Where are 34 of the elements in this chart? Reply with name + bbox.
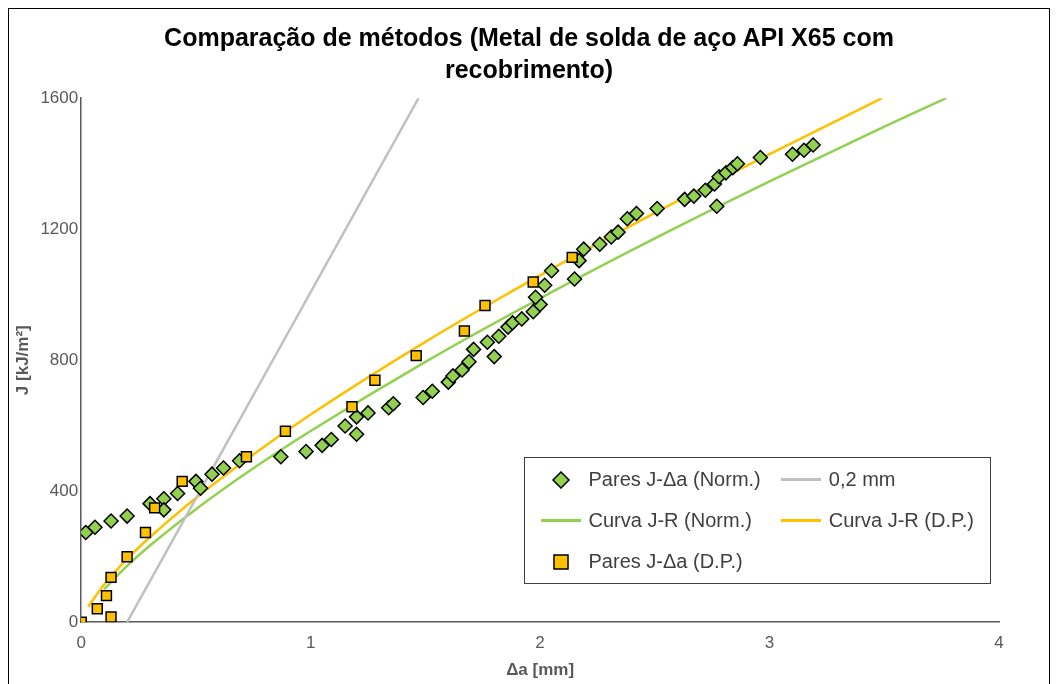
point [105,611,117,623]
x-axis-title: Δa [mm] [506,660,575,680]
legend-label: Pares J-Δa (Norm.) [588,468,761,492]
x-tick-label: 3 [764,633,775,653]
y-axis-title: J [kJ/m²] [12,325,32,396]
point [100,589,113,602]
point [566,251,578,264]
point [148,502,161,514]
legend-label: Curva J-R (D.P.) [828,509,974,533]
point [458,325,471,337]
legend-label: Pares J-Δa (D.P.) [588,550,743,574]
point [176,475,188,488]
y-tick-label: 800 [49,349,79,369]
point [240,451,253,463]
y-tick-label: 1200 [40,218,79,238]
point [91,603,103,615]
chart-title: Comparação de métodos (Metal de solda de aço API X65 com recobrimento) [163,22,895,85]
point [279,425,292,437]
x-tick-label: 4 [994,633,1004,653]
point [139,526,152,539]
point [105,571,117,584]
legend-label: Curva J-R (Norm.) [588,509,752,533]
x-tick-label: 1 [305,633,316,653]
point [527,276,539,288]
x-tick-label: 2 [535,633,545,653]
y-tick-label: 0 [68,611,79,631]
legend-label: 0,2 mm [828,468,896,492]
point [346,401,358,413]
y-tick-label: 400 [49,480,79,500]
point [410,349,422,362]
point [479,299,491,312]
point [121,551,133,563]
point [369,374,381,386]
y-tick-label: 1600 [40,87,79,107]
